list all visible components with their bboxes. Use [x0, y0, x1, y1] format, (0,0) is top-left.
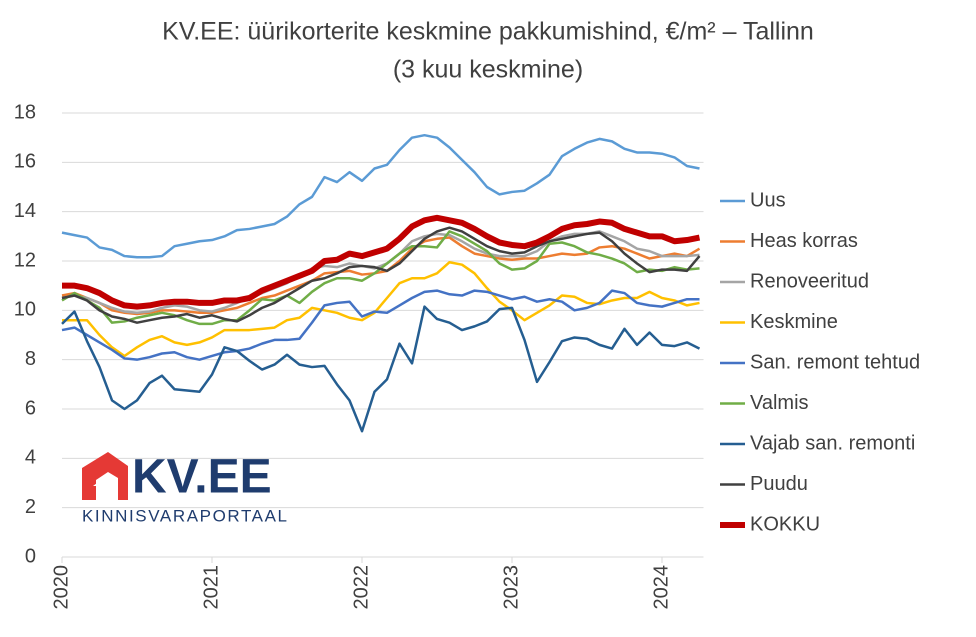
chart-title: KV.EE: üürikorterite keskmine pakkumishi…: [162, 18, 814, 46]
y-tick-label: 12: [14, 249, 36, 271]
legend-label: Heas korras: [750, 230, 858, 252]
y-tick-label: 8: [25, 348, 36, 370]
series-line: [61, 133, 700, 259]
logo: KV.EE KINNISVARAPORTAAL: [82, 451, 287, 525]
logo-tagline: KINNISVARAPORTAAL: [82, 506, 287, 525]
x-tick-label: 2021: [200, 565, 222, 610]
y-tick-label: 10: [14, 299, 36, 321]
x-tick-label: 2024: [650, 565, 672, 610]
logo-icon: [82, 452, 128, 500]
y-tick-label: 14: [14, 200, 36, 222]
x-tick-label: 2020: [50, 565, 72, 610]
logo-brand: KV.EE: [132, 451, 272, 504]
legend-label: Vajab san. remonti: [750, 432, 915, 454]
series-line: [61, 226, 701, 324]
series-line: [62, 214, 701, 310]
chart-subtitle: (3 kuu keskmine): [393, 56, 583, 84]
legend-label: Renoveeritud: [750, 270, 869, 292]
y-tick-label: 4: [25, 447, 36, 469]
y-tick-label: 2: [25, 496, 36, 518]
legend-label: Valmis: [750, 392, 809, 414]
x-tick-label: 2023: [500, 565, 522, 610]
x-tick-label: 2022: [350, 565, 372, 610]
series-line: [61, 236, 701, 316]
legend-label: Puudu: [750, 473, 808, 495]
logo-arrow: [93, 478, 115, 500]
legend-label: Uus: [750, 189, 786, 211]
y-tick-label: 18: [14, 101, 36, 123]
y-tick-label: 6: [25, 397, 36, 419]
series-line: [61, 305, 701, 433]
series-line: [61, 289, 700, 361]
y-tick-label: 16: [14, 151, 36, 173]
y-tick-label: 0: [25, 545, 36, 567]
series-line: [62, 260, 700, 358]
legend-label: KOKKU: [750, 513, 820, 535]
legend-label: San. remont tehtud: [750, 351, 920, 373]
legend-label: Keskmine: [750, 311, 838, 333]
